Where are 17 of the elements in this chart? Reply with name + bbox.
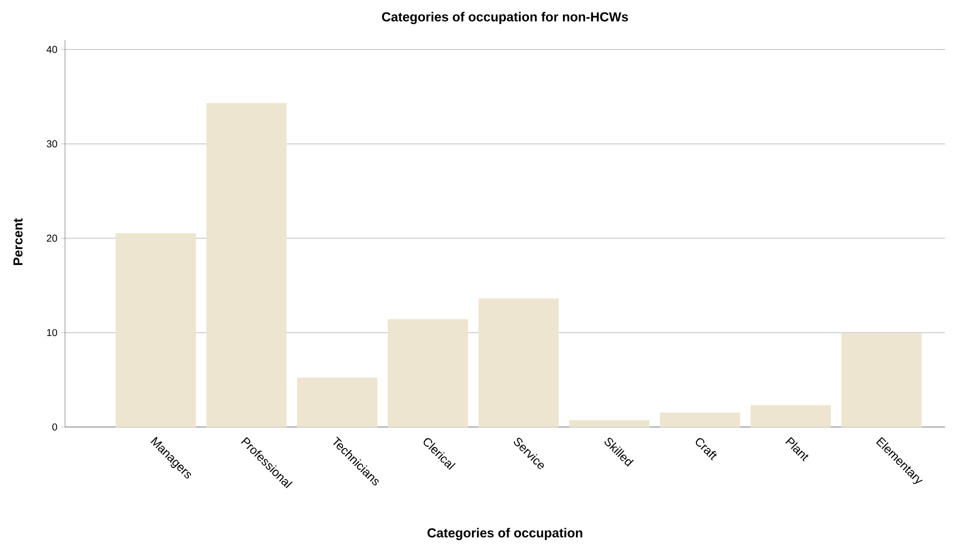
bar <box>841 333 922 428</box>
bar <box>388 319 468 428</box>
bar <box>478 298 559 428</box>
bar <box>569 420 650 428</box>
y-tick-label: 40 <box>46 46 58 53</box>
y-tick-label: 20 <box>46 234 58 242</box>
y-tick-label: 0 <box>52 423 58 431</box>
y-tick-label: 10 <box>47 329 58 336</box>
bar <box>750 405 831 428</box>
y-tick-label: 30 <box>46 140 58 148</box>
bar <box>660 412 740 428</box>
bar <box>297 378 378 428</box>
bar <box>116 233 196 428</box>
x-axis-title: Categories of occupation <box>428 528 582 540</box>
y-axis-title: Percent <box>13 218 23 265</box>
chart-title: Categories of occupation for non-HCWs <box>382 12 628 24</box>
bar <box>206 103 287 428</box>
